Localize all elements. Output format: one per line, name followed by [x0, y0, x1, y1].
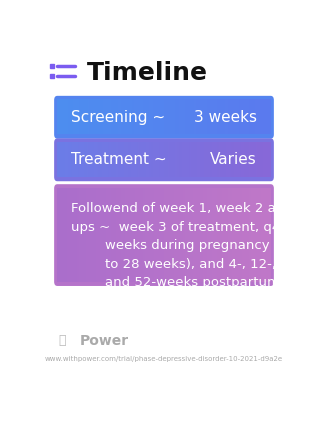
Text: 3 weeks: 3 weeks — [194, 110, 257, 125]
Text: Screening ~: Screening ~ — [71, 110, 165, 125]
FancyBboxPatch shape — [54, 184, 274, 286]
Text: Varies: Varies — [210, 152, 257, 167]
Text: Power: Power — [80, 334, 129, 348]
FancyBboxPatch shape — [54, 96, 274, 139]
FancyBboxPatch shape — [54, 139, 274, 181]
Text: Treatment ~: Treatment ~ — [71, 152, 167, 167]
Text: Timeline: Timeline — [87, 61, 208, 85]
Text: www.withpower.com/trial/phase-depressive-disorder-10-2021-d9a2e: www.withpower.com/trial/phase-depressive… — [45, 356, 283, 362]
Text: ⛉: ⛉ — [59, 334, 66, 347]
Text: Followend of week 1, week 2 and
ups ~  week 3 of treatment, q4
        weeks dur: Followend of week 1, week 2 and ups ~ we… — [71, 202, 302, 308]
